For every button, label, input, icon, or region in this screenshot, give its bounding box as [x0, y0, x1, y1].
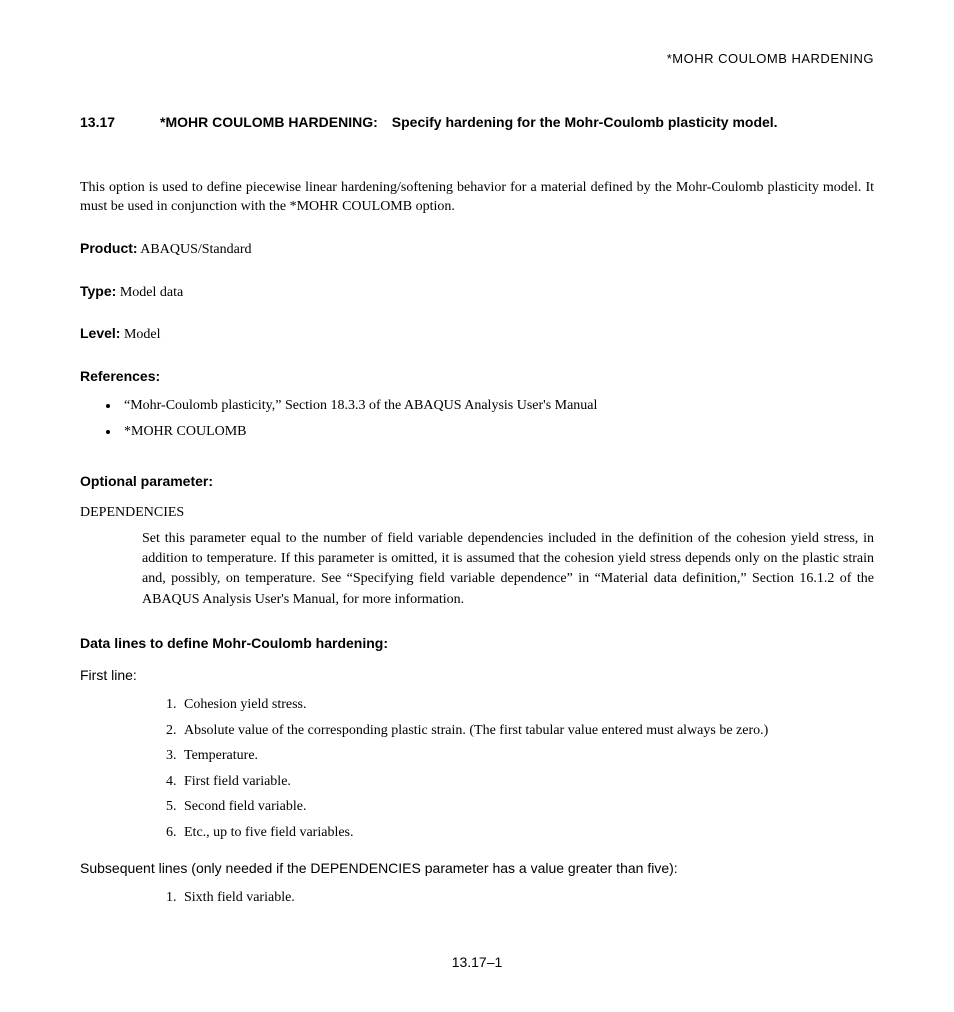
type-field: Type: Model data: [80, 282, 874, 303]
list-item: Absolute value of the corresponding plas…: [180, 721, 874, 741]
references-list: “Mohr-Coulomb plasticity,” Section 18.3.…: [80, 396, 874, 441]
list-item: Sixth field variable.: [180, 888, 874, 908]
page-number: 13.17–1: [80, 953, 874, 973]
section-heading: 13.17 *MOHR COULOMB HARDENING: Specify h…: [80, 113, 874, 133]
level-value: Model: [120, 327, 160, 342]
reference-item: *MOHR COULOMB: [120, 422, 874, 442]
reference-item: “Mohr-Coulomb plasticity,” Section 18.3.…: [120, 396, 874, 416]
first-line-label: First line:: [80, 666, 874, 686]
subsequent-lines-label: Subsequent lines (only needed if the DEP…: [80, 859, 874, 879]
section-title: *MOHR COULOMB HARDENING: Specify hardeni…: [160, 113, 874, 133]
type-value: Model data: [116, 285, 183, 300]
subsequent-lines-list: Sixth field variable.: [80, 888, 874, 908]
product-label: Product:: [80, 240, 138, 256]
data-lines-heading: Data lines to define Mohr-Coulomb harden…: [80, 634, 874, 654]
intro-paragraph: This option is used to define piecewise …: [80, 178, 874, 217]
first-line-list: Cohesion yield stress. Absolute value of…: [80, 695, 874, 843]
list-item: Second field variable.: [180, 797, 874, 817]
optional-parameter-heading: Optional parameter:: [80, 472, 874, 492]
list-item: Etc., up to five field variables.: [180, 823, 874, 843]
product-value: ABAQUS/Standard: [138, 242, 252, 257]
parameter-name: DEPENDENCIES: [80, 503, 874, 523]
level-field: Level: Model: [80, 324, 874, 345]
type-label: Type:: [80, 283, 116, 299]
list-item: First field variable.: [180, 772, 874, 792]
level-label: Level:: [80, 325, 120, 341]
list-item: Cohesion yield stress.: [180, 695, 874, 715]
page-header-right: *MOHR COULOMB HARDENING: [80, 50, 874, 68]
product-field: Product: ABAQUS/Standard: [80, 239, 874, 260]
section-number: 13.17: [80, 113, 160, 133]
references-label: References:: [80, 367, 874, 387]
parameter-description: Set this parameter equal to the number o…: [142, 529, 874, 610]
list-item: Temperature.: [180, 746, 874, 766]
